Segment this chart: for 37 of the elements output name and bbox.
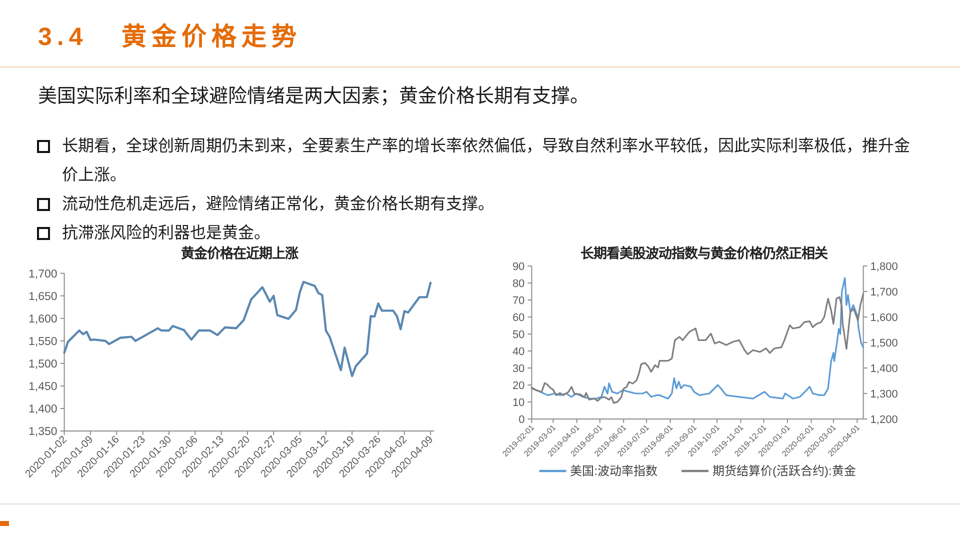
y-tick-label: 40 bbox=[512, 346, 525, 358]
y-tick-label: 90 bbox=[512, 260, 525, 273]
y-tick-label: 60 bbox=[512, 312, 525, 324]
y2-tick-label: 1,500 bbox=[870, 337, 898, 350]
y-tick-label: 50 bbox=[512, 328, 525, 341]
y-tick-label: 1,600 bbox=[28, 313, 58, 326]
y2-tick-label: 1,800 bbox=[870, 260, 898, 273]
y-tick-label: 10 bbox=[512, 396, 525, 409]
line-series bbox=[530, 277, 864, 400]
line-series bbox=[63, 280, 432, 378]
y-tick-label: 1,500 bbox=[28, 358, 58, 371]
text: 长期看，全球创新周期仍未到来，全要素生产率的增长率依然偏低，导致自然利率水平较低，因此实际利率极低，推升金价上涨。 bbox=[62, 136, 911, 186]
y-tick-label: 80 bbox=[512, 278, 525, 290]
y-tick-label: 1,400 bbox=[28, 404, 58, 416]
y2-tick-label: 1,300 bbox=[870, 388, 898, 400]
y-tick-label: 1,550 bbox=[28, 336, 58, 348]
text: 3.4 黄金价格走势 bbox=[38, 22, 302, 53]
text: 流动性危机走远后，避险情绪正常化，黄金价格长期有支撑。 bbox=[62, 194, 495, 214]
y-tick-label: 1,350 bbox=[28, 426, 58, 438]
y-tick-label: 20 bbox=[512, 380, 525, 392]
y2-tick-label: 1,700 bbox=[870, 286, 898, 298]
line-series bbox=[530, 293, 864, 404]
y2-tick-label: 1,200 bbox=[870, 414, 898, 426]
text: 抗滞涨风险的利器也是黄金。 bbox=[62, 223, 271, 244]
y-tick-label: 1,650 bbox=[28, 290, 58, 303]
legend-label: 期货结算价(活跃合约):黄金 bbox=[712, 463, 856, 478]
y-tick-label: 1,700 bbox=[28, 268, 58, 280]
chart-title: 黄金价格在近期上涨 bbox=[181, 245, 299, 261]
text: 美国实际利率和全球避险情绪是两大因素；黄金价格长期有支撑。 bbox=[38, 85, 589, 109]
y-tick-label: 30 bbox=[512, 362, 525, 375]
y2-tick-label: 1,600 bbox=[870, 312, 898, 324]
y-tick-label: 70 bbox=[512, 294, 525, 307]
legend-label: 美国:波动率指数 bbox=[570, 463, 658, 478]
y-tick-label: 1,450 bbox=[28, 381, 58, 394]
y2-tick-label: 1,400 bbox=[870, 362, 898, 375]
chart-title: 长期看美股波动指数与黄金价格仍然正相关 bbox=[580, 245, 828, 261]
y-tick-label: 0 bbox=[518, 414, 525, 426]
